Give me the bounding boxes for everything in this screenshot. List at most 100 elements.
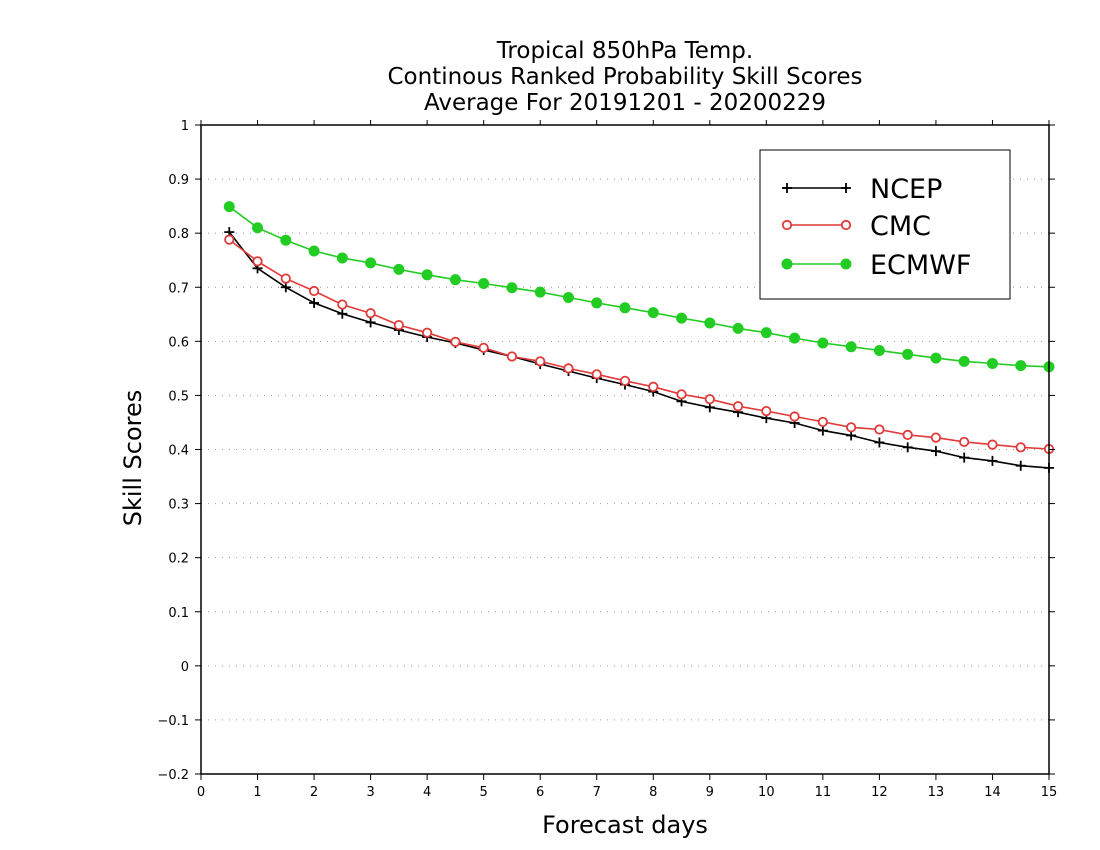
point-cmc xyxy=(224,234,235,245)
point-ncep xyxy=(902,442,913,453)
legend-label-ecmwf: ECMWF xyxy=(870,250,971,281)
y-tick-label: 0.1 xyxy=(168,606,189,621)
point-cmc xyxy=(930,432,942,443)
point-cmc xyxy=(648,381,659,392)
point-cmc xyxy=(817,416,828,428)
point-cmc xyxy=(422,327,433,338)
legend-items: NCEP CMC ECMWF xyxy=(781,174,971,281)
point-ecmwf xyxy=(562,292,574,304)
point-ecmwf xyxy=(534,286,546,298)
point-cmc xyxy=(846,422,857,433)
y-tick-label: −0.2 xyxy=(157,768,189,783)
point-cmc xyxy=(676,389,687,400)
legend: NCEP CMC ECMWF xyxy=(759,149,1011,300)
x-tick-label: 14 xyxy=(984,785,1001,800)
point-cmc xyxy=(591,369,602,380)
point-ecmwf xyxy=(506,282,518,294)
x-tick-label: 11 xyxy=(815,785,832,800)
point-ecmwf xyxy=(760,327,772,339)
point-cmc xyxy=(506,351,518,362)
x-tick-label: 12 xyxy=(871,785,888,800)
chart-title-line-2: Continous Ranked Probability Skill Score… xyxy=(387,64,862,90)
point-ecmwf xyxy=(817,337,829,349)
chart-title-line-3: Average For 20191201 - 20200229 xyxy=(424,90,826,116)
y-tick-label: 1 xyxy=(181,119,189,134)
chart-title-line-1: Tropical 850hPa Temp. xyxy=(496,38,753,64)
point-ecmwf xyxy=(393,263,405,275)
point-ecmwf xyxy=(930,352,942,364)
x-tick-label: 5 xyxy=(480,785,488,800)
point-ecmwf xyxy=(958,355,970,367)
point-cmc xyxy=(337,299,348,310)
point-cmc xyxy=(704,394,715,405)
point-ecmwf xyxy=(280,234,292,246)
x-axis-label: Forecast days xyxy=(542,811,708,839)
y-tick-label: 0.7 xyxy=(168,281,189,296)
legend-label-ncep: NCEP xyxy=(870,174,942,205)
y-tick-label: 0.8 xyxy=(168,227,189,242)
legend-marker-ncep xyxy=(782,183,792,193)
y-tick-label: 0.9 xyxy=(168,173,189,188)
point-cmc xyxy=(732,401,744,412)
point-ecmwf xyxy=(421,269,433,281)
x-tick-label: 3 xyxy=(366,785,374,800)
y-tick-label: 0.3 xyxy=(168,498,189,513)
point-cmc xyxy=(874,424,885,435)
x-axis: 0 1 2 3 4 5 6 7 8 9 10 11 12 13 14 15 xyxy=(197,120,1057,800)
point-ecmwf xyxy=(902,348,914,360)
point-ecmwf xyxy=(676,312,688,324)
x-tick-label: 13 xyxy=(928,785,945,800)
point-cmc xyxy=(252,256,263,267)
point-ecmwf xyxy=(449,274,461,286)
x-tick-label: 7 xyxy=(593,785,601,800)
point-cmc xyxy=(959,436,970,448)
point-cmc xyxy=(789,411,800,422)
point-ecmwf xyxy=(591,297,603,309)
point-ncep xyxy=(280,282,291,293)
point-cmc xyxy=(563,363,574,374)
point-ecmwf xyxy=(336,252,348,264)
point-cmc xyxy=(393,320,404,331)
point-ecmwf xyxy=(732,322,744,334)
point-ncep xyxy=(365,317,376,328)
x-tick-label: 15 xyxy=(1041,785,1058,800)
point-cmc xyxy=(535,356,546,367)
point-cmc xyxy=(450,336,461,347)
point-cmc xyxy=(280,273,291,284)
legend-marker-ecmwf xyxy=(781,258,793,270)
point-ecmwf xyxy=(873,345,885,357)
y-axis: −0.2 −0.1 0 0.1 0.2 0.3 0.4 0.5 0.6 0.7 0.8 0.9 1 xyxy=(157,119,1055,783)
y-axis-label: Skill Scores xyxy=(119,390,147,527)
point-ecmwf xyxy=(619,302,631,314)
legend-marker-ecmwf xyxy=(840,258,852,270)
y-tick-label: 0.4 xyxy=(168,444,189,459)
point-ecmwf xyxy=(789,332,801,344)
x-tick-label: 2 xyxy=(310,785,318,800)
point-ecmwf xyxy=(1015,360,1027,372)
point-ncep xyxy=(337,308,348,319)
point-ecmwf xyxy=(647,307,659,319)
legend-marker-cmc xyxy=(840,219,852,231)
y-tick-label: 0.6 xyxy=(168,335,189,350)
x-tick-label: 0 xyxy=(197,785,205,800)
point-ncep xyxy=(309,297,320,308)
point-ecmwf xyxy=(478,277,490,289)
x-tick-label: 10 xyxy=(758,785,775,800)
point-cmc xyxy=(902,429,913,440)
y-tick-label: 0 xyxy=(181,660,189,675)
series-markers xyxy=(223,201,1055,473)
point-cmc xyxy=(478,342,489,353)
point-ecmwf xyxy=(223,201,235,213)
point-ncep xyxy=(930,446,941,457)
point-ecmwf xyxy=(986,358,998,370)
point-ecmwf xyxy=(845,341,857,353)
legend-marker-cmc xyxy=(781,219,793,231)
point-ncep xyxy=(959,452,970,463)
y-tick-label: 0.5 xyxy=(168,389,189,404)
point-cmc xyxy=(1015,442,1026,453)
legend-label-cmc: CMC xyxy=(870,211,931,242)
point-ecmwf xyxy=(704,317,716,329)
x-tick-label: 4 xyxy=(423,785,431,800)
legend-marker-ncep xyxy=(841,183,851,193)
